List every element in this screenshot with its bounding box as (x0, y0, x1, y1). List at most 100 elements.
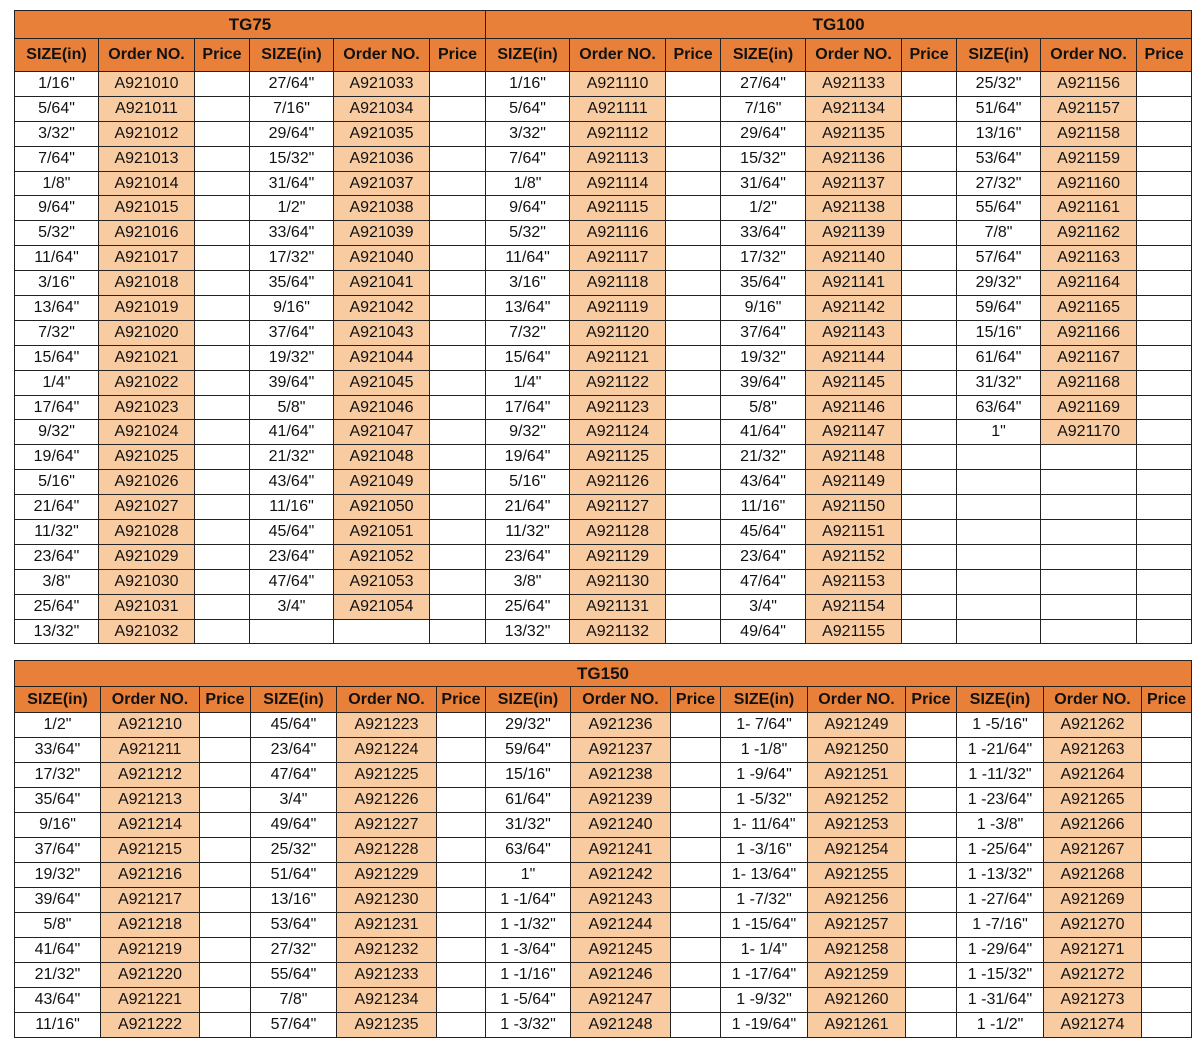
price-cell[interactable] (665, 543, 722, 570)
price-cell[interactable] (436, 912, 486, 938)
price-cell[interactable] (436, 812, 486, 838)
price-cell[interactable] (199, 837, 251, 863)
price-cell[interactable] (665, 195, 722, 222)
price-cell[interactable] (436, 712, 486, 738)
price-cell[interactable] (428, 319, 487, 346)
price-cell[interactable] (1136, 71, 1193, 97)
price-cell[interactable] (665, 444, 722, 471)
price-cell[interactable] (428, 593, 487, 620)
price-cell[interactable] (194, 270, 250, 297)
price-cell[interactable] (905, 962, 957, 988)
price-cell[interactable] (436, 762, 486, 788)
price-cell[interactable] (1140, 787, 1193, 813)
price-cell[interactable] (1136, 195, 1193, 222)
price-cell[interactable] (665, 568, 722, 595)
price-cell[interactable] (194, 394, 250, 421)
price-cell[interactable] (428, 245, 487, 272)
price-cell[interactable] (194, 95, 250, 122)
price-cell[interactable] (1136, 319, 1193, 346)
price-cell[interactable] (199, 712, 251, 738)
price-cell[interactable] (1136, 568, 1193, 595)
price-cell[interactable] (428, 270, 487, 297)
price-cell[interactable] (199, 762, 251, 788)
price-cell[interactable] (905, 812, 957, 838)
price-cell[interactable] (1140, 712, 1193, 738)
price-cell[interactable] (194, 145, 250, 172)
price-cell[interactable] (901, 120, 958, 147)
price-cell[interactable] (905, 937, 957, 963)
price-cell[interactable] (670, 862, 721, 888)
price-cell[interactable] (194, 568, 250, 595)
price-cell[interactable] (901, 71, 958, 97)
price-cell[interactable] (199, 912, 251, 938)
price-cell[interactable] (428, 195, 487, 222)
price-cell[interactable] (1136, 220, 1193, 247)
price-cell[interactable] (905, 862, 957, 888)
price-cell[interactable] (905, 887, 957, 913)
price-cell[interactable] (1136, 618, 1193, 645)
price-cell[interactable] (670, 837, 721, 863)
price-cell[interactable] (194, 593, 250, 620)
price-cell[interactable] (1136, 394, 1193, 421)
price-cell[interactable] (194, 469, 250, 496)
price-cell[interactable] (1140, 812, 1193, 838)
price-cell[interactable] (428, 344, 487, 371)
price-cell[interactable] (670, 937, 721, 963)
price-cell[interactable] (665, 369, 722, 396)
price-cell[interactable] (1140, 912, 1193, 938)
price-cell[interactable] (194, 195, 250, 222)
price-cell[interactable] (901, 543, 958, 570)
price-cell[interactable] (901, 419, 958, 446)
price-cell[interactable] (905, 987, 957, 1013)
price-cell[interactable] (670, 737, 721, 763)
price-cell[interactable] (436, 987, 486, 1013)
price-cell[interactable] (1136, 170, 1193, 197)
price-cell[interactable] (428, 543, 487, 570)
price-cell[interactable] (428, 419, 487, 446)
price-cell[interactable] (665, 519, 722, 545)
price-cell[interactable] (901, 95, 958, 122)
price-cell[interactable] (665, 419, 722, 446)
price-cell[interactable] (905, 787, 957, 813)
price-cell[interactable] (194, 344, 250, 371)
price-cell[interactable] (428, 95, 487, 122)
price-cell[interactable] (901, 245, 958, 272)
price-cell[interactable] (436, 887, 486, 913)
price-cell[interactable] (901, 344, 958, 371)
price-cell[interactable] (199, 812, 251, 838)
price-cell[interactable] (905, 1012, 957, 1038)
price-cell[interactable] (901, 270, 958, 297)
price-cell[interactable] (901, 519, 958, 545)
price-cell[interactable] (1136, 593, 1193, 620)
price-cell[interactable] (665, 469, 722, 496)
price-cell[interactable] (1140, 837, 1193, 863)
price-cell[interactable] (1136, 145, 1193, 172)
price-cell[interactable] (905, 712, 957, 738)
price-cell[interactable] (1136, 469, 1193, 496)
price-cell[interactable] (665, 120, 722, 147)
price-cell[interactable] (199, 862, 251, 888)
price-cell[interactable] (1136, 245, 1193, 272)
price-cell[interactable] (670, 787, 721, 813)
price-cell[interactable] (199, 887, 251, 913)
price-cell[interactable] (670, 962, 721, 988)
price-cell[interactable] (428, 71, 487, 97)
price-cell[interactable] (1140, 862, 1193, 888)
price-cell[interactable] (905, 912, 957, 938)
price-cell[interactable] (194, 618, 250, 645)
price-cell[interactable] (428, 618, 487, 645)
price-cell[interactable] (1136, 344, 1193, 371)
price-cell[interactable] (1140, 762, 1193, 788)
price-cell[interactable] (1136, 295, 1193, 321)
price-cell[interactable] (670, 762, 721, 788)
price-cell[interactable] (428, 145, 487, 172)
price-cell[interactable] (1136, 95, 1193, 122)
price-cell[interactable] (436, 787, 486, 813)
price-cell[interactable] (1140, 937, 1193, 963)
price-cell[interactable] (905, 762, 957, 788)
price-cell[interactable] (1136, 270, 1193, 297)
price-cell[interactable] (428, 170, 487, 197)
price-cell[interactable] (194, 295, 250, 321)
price-cell[interactable] (428, 469, 487, 496)
price-cell[interactable] (665, 71, 722, 97)
